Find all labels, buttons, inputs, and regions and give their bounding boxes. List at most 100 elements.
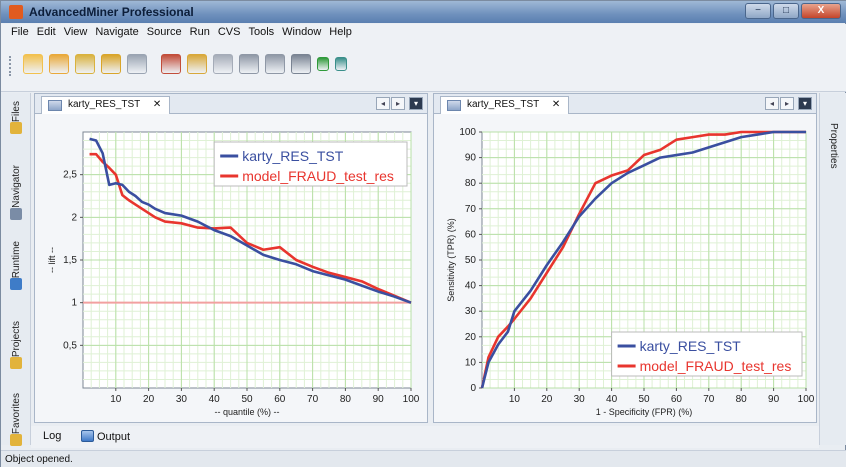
minimize-button[interactable]: −	[745, 3, 771, 19]
menu-cvs[interactable]: CVS	[217, 26, 241, 38]
lift-tab-strip: karty_RES_TST ✕ ◂ ▸ ▾	[35, 94, 427, 114]
files-icon	[10, 122, 22, 135]
tab-label: karty_RES_TST	[467, 99, 540, 110]
side-tab-label: Files	[10, 101, 22, 123]
menu-source[interactable]: Source	[146, 26, 182, 38]
left-side-tabs: Files Navigator Runtime Projects Favorites	[1, 93, 31, 447]
y-tick-label: 70	[465, 204, 477, 215]
redo-icon[interactable]	[265, 54, 285, 74]
menu-view[interactable]: View	[63, 26, 88, 38]
x-tick-label: 10	[110, 394, 122, 405]
maximize-button[interactable]: □	[773, 3, 799, 19]
side-tab-favorites[interactable]: Favorites	[5, 393, 27, 449]
y-tick-label: 80	[465, 178, 477, 189]
x-tick-label: 70	[703, 394, 715, 405]
new-project-icon[interactable]	[49, 54, 69, 74]
side-tab-navigator[interactable]: Navigator	[5, 165, 27, 223]
y-tick-label: 90	[465, 153, 477, 164]
right-side-tabs: Properties	[819, 93, 846, 445]
y-tick-label: 60	[465, 229, 477, 240]
tab-output[interactable]: Output	[81, 430, 130, 443]
menu-bar: File Edit View Navigate Source Run CVS T…	[1, 24, 846, 42]
find-icon[interactable]	[291, 54, 311, 74]
window-controls: − □ X	[743, 3, 841, 19]
x-tick-label: 10	[509, 394, 521, 405]
scroll-right-icon[interactable]: ▸	[780, 97, 794, 110]
scroll-left-icon[interactable]: ◂	[376, 97, 390, 110]
status-bar: Object opened.	[1, 450, 846, 467]
x-tick-label: 50	[241, 394, 253, 405]
cut-icon[interactable]	[161, 54, 181, 74]
series-line	[480, 130, 806, 389]
run-icon[interactable]	[317, 57, 329, 71]
side-tab-runtime[interactable]: Runtime	[5, 241, 27, 293]
y-tick-label: 100	[459, 127, 476, 138]
y-tick-label: 50	[465, 255, 477, 266]
x-tick-label: 70	[307, 394, 319, 405]
side-tab-files[interactable]: Files	[5, 101, 27, 137]
tab-list-dropdown-icon[interactable]: ▾	[798, 97, 812, 110]
undo-icon[interactable]	[239, 54, 259, 74]
side-tab-projects[interactable]: Projects	[5, 321, 27, 372]
close-button[interactable]: X	[801, 3, 841, 19]
tab-scroll-controls: ◂ ▸ ▾	[764, 97, 812, 110]
open-project-icon[interactable]	[75, 54, 95, 74]
menu-edit[interactable]: Edit	[36, 26, 56, 38]
runtime-icon	[10, 278, 22, 291]
tab-list-dropdown-icon[interactable]: ▾	[409, 97, 423, 110]
menu-file[interactable]: File	[11, 26, 29, 38]
new-file-icon[interactable]	[23, 54, 43, 74]
x-tick-label: 100	[798, 394, 815, 405]
debug-icon[interactable]	[335, 57, 347, 71]
y-tick-label: 0	[470, 383, 476, 394]
legend-box	[611, 331, 803, 377]
menu-navigate[interactable]: Navigate	[95, 26, 139, 38]
x-tick-label: 20	[143, 394, 155, 405]
toolbar-grip[interactable]	[9, 56, 12, 76]
menu-run[interactable]: Run	[189, 26, 210, 38]
side-tab-properties[interactable]: Properties	[828, 123, 839, 169]
title-bar[interactable]: AdvancedMiner Professional − □ X	[1, 1, 846, 23]
tab-lift-karty-res-tst[interactable]: karty_RES_TST ✕	[41, 96, 171, 114]
status-text: Object opened.	[5, 454, 73, 465]
tab-roc-karty-res-tst[interactable]: karty_RES_TST ✕	[440, 96, 570, 114]
menu-tools[interactable]: Tools	[248, 26, 275, 38]
scroll-right-icon[interactable]: ▸	[391, 97, 405, 110]
x-tick-label: 30	[176, 394, 188, 405]
app-icon	[9, 5, 23, 19]
side-tab-label: Runtime	[10, 241, 22, 279]
lift-chart-panel: karty_RES_TST ✕ ◂ ▸ ▾ 10 20 30 40 50 60 70 80 90…	[34, 93, 428, 423]
paste-icon[interactable]	[213, 54, 233, 74]
side-tab-label: Navigator	[10, 165, 22, 208]
side-tab-label: Favorites	[10, 393, 22, 435]
y-tick-label: 1,5	[63, 255, 77, 266]
copy-icon[interactable]	[187, 54, 207, 74]
x-tick-label: 90	[373, 394, 385, 405]
scroll-left-icon[interactable]: ◂	[765, 97, 779, 110]
y-tick-label: 1	[71, 298, 77, 309]
menu-help[interactable]: Help	[329, 26, 352, 38]
database-icon[interactable]	[101, 54, 121, 74]
menu-window[interactable]: Window	[282, 26, 322, 38]
x-tick-label: 80	[340, 394, 352, 405]
close-tab-icon[interactable]: ✕	[152, 99, 162, 110]
side-tab-label: Projects	[10, 321, 22, 358]
navigator-icon	[10, 207, 22, 220]
legend-label: model_FRAUD_test_res	[640, 358, 792, 374]
legend-box	[213, 141, 408, 187]
y-axis-label: -- lift --	[47, 247, 57, 273]
series-line	[89, 152, 412, 304]
close-tab-icon[interactable]: ✕	[551, 99, 561, 110]
main-toolbar	[1, 42, 846, 92]
favorites-icon	[10, 434, 22, 447]
tab-log[interactable]: Log	[43, 430, 62, 442]
x-tick-label: 20	[541, 394, 553, 405]
y-tick-label: 30	[465, 306, 477, 317]
save-all-icon[interactable]	[127, 54, 147, 74]
y-tick-label: 10	[465, 357, 477, 368]
x-tick-label: 80	[736, 394, 748, 405]
x-tick-label: 30	[574, 394, 586, 405]
y-axis-label: Sensitivity (TPR) (%)	[446, 218, 456, 302]
tab-label: karty_RES_TST	[68, 99, 141, 110]
chart-icon	[447, 100, 461, 111]
